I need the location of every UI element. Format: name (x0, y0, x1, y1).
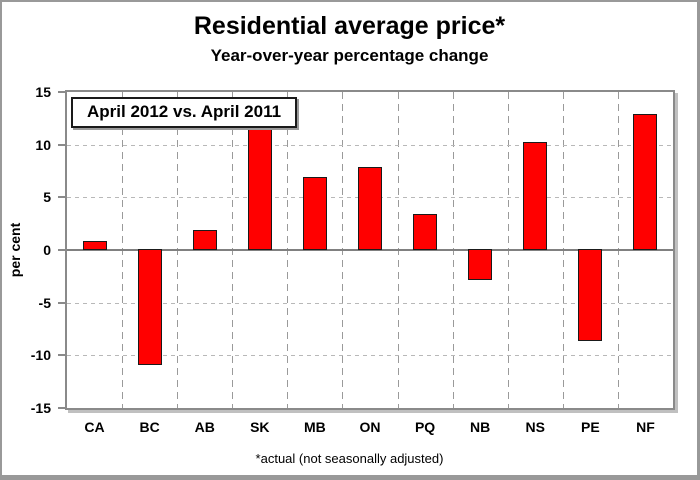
bar-CA (82, 240, 107, 250)
x-category-label-PE: PE (581, 419, 600, 435)
y-tick-label: 10 (35, 136, 51, 153)
x-category-label-CA: CA (84, 419, 105, 435)
bar-NS (523, 141, 548, 250)
legend-annotation-box: April 2012 vs. April 2011 (71, 97, 298, 128)
bar-PQ (413, 214, 438, 250)
horizontal-gridline (67, 355, 673, 357)
y-tick-mark (58, 91, 65, 93)
x-category-label-AB: AB (194, 419, 215, 435)
bar-AB (192, 229, 217, 250)
bar-ON (358, 166, 382, 250)
y-tick-label: -15 (30, 400, 51, 416)
x-category-label-BC: BC (139, 419, 160, 435)
y-tick-mark (58, 143, 65, 146)
x-category-label-MB: MB (304, 419, 326, 435)
y-tick-mark (58, 249, 65, 251)
bar-MB (302, 177, 327, 250)
horizontal-gridline (67, 144, 673, 146)
y-tick-mark (58, 407, 65, 409)
y-tick-mark (58, 301, 65, 304)
x-category-label-SK: SK (250, 419, 270, 435)
chart-subtitle: Year-over-year percentage change (210, 46, 489, 65)
y-tick-label: -5 (38, 294, 51, 311)
y-tick-label: 15 (35, 84, 51, 100)
x-category-label-NB: NB (470, 419, 491, 435)
y-tick-label: -10 (30, 347, 51, 364)
zero-axis-line (67, 249, 673, 251)
y-tick-label: 5 (43, 189, 51, 206)
footnote: *actual (not seasonally adjusted) (255, 451, 444, 466)
y-tick-mark (58, 354, 65, 357)
bar-PE (578, 249, 603, 341)
x-category-label-NS: NS (525, 419, 545, 435)
bar-NB (468, 249, 493, 280)
x-category-label-PQ: PQ (414, 419, 436, 435)
horizontal-gridline (67, 302, 673, 304)
y-tick-mark (58, 196, 65, 199)
x-category-label-ON: ON (359, 419, 381, 435)
plot-area: April 2012 vs. April 2011 (58, 90, 675, 410)
bar-BC (137, 249, 162, 365)
chart-title: Residential average price* (193, 12, 506, 40)
x-category-label-NF: NF (636, 419, 655, 435)
bar-NF (633, 114, 658, 250)
bar-SK (247, 124, 272, 250)
y-axis-title: per cent (7, 222, 23, 278)
y-tick-label: 0 (43, 242, 51, 258)
